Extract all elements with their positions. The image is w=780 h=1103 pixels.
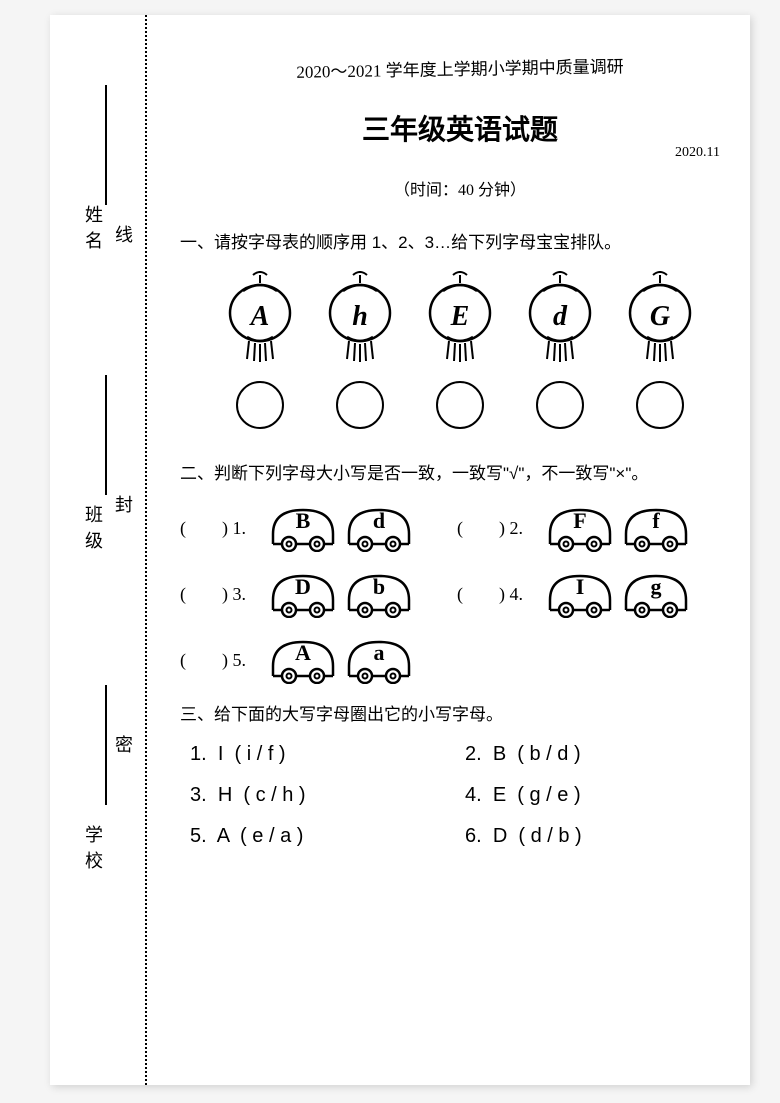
dotted-fold-line [145,15,147,1085]
section1-title: 一、请按字母表的顺序用 1、2、3…给下列字母宝宝排队。 [180,228,740,253]
answer-circle[interactable] [536,381,584,429]
lantern-letter: E [423,301,498,333]
q-text: D ( d / b ) [493,825,582,847]
field-class-line [105,375,107,495]
q3-item: 5. A ( e / a ) [190,825,465,848]
car-letter: D [267,574,339,600]
car-pair: B d [265,502,417,552]
car-pair: F f [542,502,694,552]
q3-item: 6. D ( d / b ) [465,825,740,848]
q-text: I ( i / f ) [218,743,286,765]
car-letter: b [343,574,415,600]
content-area: 2020～2021 学年度上学期小学期中质量调研 三年级英语试题 2020.11… [180,55,740,848]
car-icon: d [343,502,415,552]
lantern-letter: h [323,301,398,333]
q3-item: 4. E ( g / e ) [465,784,740,807]
lantern-row: A h E d [210,271,710,366]
time-note: （时间：40 分钟） [180,176,740,200]
paren-blank[interactable]: ( ) 1. [180,514,265,540]
answer-circle[interactable] [336,381,384,429]
answer-circle[interactable] [436,381,484,429]
binding-margin: 姓名 线 班级 封 学校 密 [50,15,170,1085]
car-row: ( ) 1. B d ( ) 2. F [180,502,740,552]
seal-char-secret: 密 [110,735,136,753]
field-class: 班级 [80,505,106,557]
car-row: ( ) 3. D b ( ) 4. I [180,568,740,618]
car-letter: A [267,640,339,666]
car-icon: a [343,634,415,684]
car-row: ( ) 5. A a [180,634,740,684]
car-letter: B [267,508,339,534]
q-text: H ( c / h ) [218,784,306,806]
car-letter: F [544,508,616,534]
q-num: 1. [190,743,207,765]
semester-line: 2020～2021 学年度上学期小学期中质量调研 [180,50,740,85]
seal-char-line: 线 [110,225,136,243]
paren-blank[interactable]: ( ) 2. [457,514,542,540]
car-icon: D [267,568,339,618]
field-school-line [105,685,107,805]
q-num: 1 [233,518,242,538]
field-school: 学校 [80,825,106,877]
car-pair: A a [265,634,417,684]
car-icon: g [620,568,692,618]
lantern-letter: G [623,301,698,333]
paren-blank[interactable]: ( ) 4. [457,580,542,606]
car-icon: b [343,568,415,618]
exam-date: 2020.11 [675,145,720,161]
q-num: 5. [190,825,207,847]
lantern-letter: A [223,301,298,333]
car-letter: d [343,508,415,534]
exam-page: 姓名 线 班级 封 学校 密 2020～2021 学年度上学期小学期中质量调研 … [50,15,750,1085]
car-icon: f [620,502,692,552]
car-icon: B [267,502,339,552]
q-text: B ( b / d ) [493,743,581,765]
car-icon: F [544,502,616,552]
section3-title: 三、给下面的大写字母圈出它的小写字母。 [180,700,740,725]
q-num: 3. [190,784,207,806]
field-name: 姓名 [80,205,106,257]
answer-circle[interactable] [636,381,684,429]
q3-item: 1. I ( i / f ) [190,743,465,766]
car-icon: A [267,634,339,684]
car-icon: I [544,568,616,618]
car-letter: f [620,508,692,534]
lantern-icon: E [423,271,498,366]
q3-item: 2. B ( b / d ) [465,743,740,766]
seal-char-seal: 封 [110,495,136,513]
exam-title: 三年级英语试题 [180,108,740,148]
q-num: 5 [233,650,242,670]
car-pair: D b [265,568,417,618]
car-letter: g [620,574,692,600]
q-num: 6. [465,825,482,847]
paren-blank[interactable]: ( ) 3. [180,580,265,606]
answer-circles-row [210,381,710,429]
q3-item: 3. H ( c / h ) [190,784,465,807]
q-num: 3 [233,584,242,604]
q-text: E ( g / e ) [493,784,581,806]
field-name-line [105,85,107,205]
section2-body: ( ) 1. B d ( ) 2. F [180,502,740,684]
car-letter: a [343,640,415,666]
q-num: 4. [465,784,482,806]
q-num: 4 [510,584,519,604]
car-pair: I g [542,568,694,618]
q-num: 2. [465,743,482,765]
paren-blank[interactable]: ( ) 5. [180,646,265,672]
car-letter: I [544,574,616,600]
lantern-icon: G [623,271,698,366]
lantern-icon: h [323,271,398,366]
lantern-icon: d [523,271,598,366]
answer-circle[interactable] [236,381,284,429]
section3-grid: 1. I ( i / f ) 2. B ( b / d ) 3. H ( c /… [190,743,740,848]
section2-title: 二、判断下列字母大小写是否一致，一致写"√"，不一致写"×"。 [180,459,740,484]
lantern-icon: A [223,271,298,366]
q-text: A ( e / a ) [217,825,304,847]
lantern-letter: d [523,301,598,333]
q-num: 2 [510,518,519,538]
